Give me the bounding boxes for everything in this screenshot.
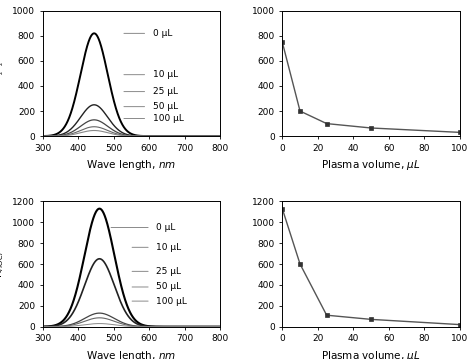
X-axis label: Wave length, $\it{nm}$: Wave length, $\it{nm}$ xyxy=(86,158,176,172)
Y-axis label: R$_{H_2O_2}$: R$_{H_2O_2}$ xyxy=(0,60,7,87)
X-axis label: Wave length, $\it{nm}$: Wave length, $\it{nm}$ xyxy=(86,349,176,359)
Text: 10 μL: 10 μL xyxy=(153,70,178,79)
Text: 100 μL: 100 μL xyxy=(153,114,183,123)
Text: 50 μL: 50 μL xyxy=(153,102,178,111)
Text: 0 μL: 0 μL xyxy=(153,29,172,38)
Text: 100 μL: 100 μL xyxy=(156,297,187,306)
X-axis label: Plasma volume, $\it{\mu L}$: Plasma volume, $\it{\mu L}$ xyxy=(321,158,421,172)
X-axis label: Plasma volume, $\it{\mu L}$: Plasma volume, $\it{\mu L}$ xyxy=(321,349,421,359)
Text: 25 μL: 25 μL xyxy=(156,267,181,276)
Y-axis label: R$_{HOCl}$: R$_{HOCl}$ xyxy=(0,250,7,278)
Text: 50 μL: 50 μL xyxy=(156,283,182,292)
Text: 10 μL: 10 μL xyxy=(156,243,182,252)
Text: 25 μL: 25 μL xyxy=(153,87,178,96)
Text: 0 μL: 0 μL xyxy=(156,223,176,232)
